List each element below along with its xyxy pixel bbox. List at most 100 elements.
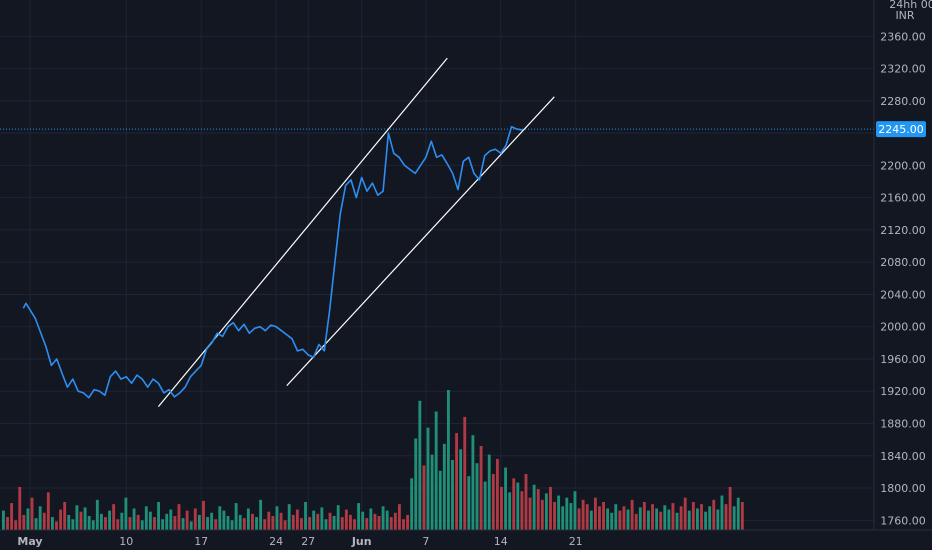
volume-bar	[161, 519, 165, 530]
y-axis-panel[interactable]	[874, 0, 932, 530]
volume-bar	[467, 476, 471, 530]
volume-bar	[495, 458, 499, 530]
volume-bar	[38, 506, 42, 530]
volume-bar	[479, 446, 483, 530]
volume-bar	[589, 510, 593, 530]
volume-bar	[295, 509, 299, 530]
volume-bar	[393, 512, 397, 530]
y-tick-label: 1840.00	[880, 450, 926, 463]
volume-bar	[79, 511, 83, 530]
volume-bar	[10, 503, 14, 530]
volume-bar	[353, 519, 356, 530]
volume-bar	[459, 449, 463, 530]
price-series-line	[22, 125, 523, 399]
x-tick-label: 7	[422, 535, 429, 548]
volume-bar	[414, 438, 418, 530]
volume-bar	[214, 519, 218, 530]
volume-bar	[487, 454, 491, 530]
volume-bar	[663, 505, 667, 530]
volume-bar	[544, 493, 548, 530]
volume-bar	[132, 508, 136, 530]
volume-bar	[238, 514, 242, 530]
volume-bar	[75, 505, 79, 530]
volume-bar	[598, 506, 601, 530]
volume-bar	[536, 489, 540, 530]
volume-bar	[540, 499, 544, 530]
volume-bar	[193, 508, 197, 530]
volume-bar	[573, 491, 577, 530]
volume-bar	[712, 499, 716, 530]
volume-bar	[549, 486, 552, 530]
volume-bar	[365, 518, 369, 530]
volume-bar	[585, 504, 589, 530]
volume-bar	[2, 510, 5, 530]
x-axis-panel[interactable]	[0, 530, 932, 550]
volume-bar	[246, 508, 250, 530]
volume-bar	[14, 520, 18, 530]
volume-bar	[577, 508, 581, 530]
volume-bar	[251, 513, 254, 530]
volume-bar	[524, 474, 528, 530]
volume-bar	[308, 517, 312, 530]
y-tick-label: 2360.00	[880, 30, 926, 43]
y-tick-label: 2120.00	[880, 224, 926, 237]
volume-bar	[724, 504, 728, 530]
volume-bar	[528, 497, 532, 530]
x-tick-label: Jun	[351, 535, 372, 548]
volume-bar	[234, 503, 238, 530]
x-tick-label: 17	[194, 535, 208, 548]
volume-bar	[618, 510, 622, 530]
volume-bar	[104, 517, 107, 530]
volume-bar	[569, 503, 573, 530]
grid-lines	[0, 0, 874, 530]
volume-bar	[67, 514, 71, 530]
volume-bar	[385, 510, 389, 530]
volume-bar	[230, 520, 234, 530]
y-tick-label: 2000.00	[880, 321, 926, 334]
volume-bar	[397, 504, 401, 530]
volume-bar	[300, 518, 303, 530]
volume-bar	[630, 499, 634, 530]
volume-bar	[679, 506, 683, 530]
volume-bar	[181, 518, 185, 530]
volume-bar	[83, 507, 87, 530]
volume-bar	[508, 492, 512, 530]
y-tick-label: 1880.00	[880, 418, 926, 431]
volume-bar	[463, 416, 467, 530]
volume-bar	[136, 514, 140, 530]
volume-bar	[516, 482, 520, 530]
volume-bar	[381, 506, 385, 530]
volume-bar	[242, 518, 246, 530]
x-tick-label: 27	[301, 535, 315, 548]
volume-bar	[140, 520, 144, 530]
y-tick-label: 1920.00	[880, 385, 926, 398]
volume-bar	[700, 504, 703, 530]
volume-bar	[651, 504, 654, 530]
volume-bar	[451, 460, 454, 530]
volume-bar	[197, 514, 201, 530]
volume-bar	[46, 492, 50, 530]
volume-bar	[124, 497, 128, 530]
volume-bar	[255, 517, 258, 530]
volume-bar	[267, 511, 271, 530]
volume-bar	[687, 510, 691, 530]
volume-bar	[606, 508, 610, 530]
volume-bar	[418, 400, 422, 530]
volume-bar	[602, 502, 605, 530]
volume-bar	[683, 497, 687, 530]
volume-bar	[202, 500, 205, 530]
volume-bar	[144, 506, 148, 530]
volume-bar	[153, 517, 156, 530]
volume-bar	[593, 497, 597, 530]
volume-bar	[173, 516, 177, 530]
volume-bar	[34, 518, 38, 530]
y-tick-label: 2040.00	[880, 288, 926, 301]
volume-bar	[165, 513, 169, 530]
volume-bar	[259, 499, 263, 530]
volume-bar	[340, 517, 344, 530]
x-tick-label: 14	[494, 535, 508, 548]
volume-bar	[71, 519, 75, 530]
volume-bar	[442, 443, 446, 530]
volume-bar	[512, 478, 516, 530]
